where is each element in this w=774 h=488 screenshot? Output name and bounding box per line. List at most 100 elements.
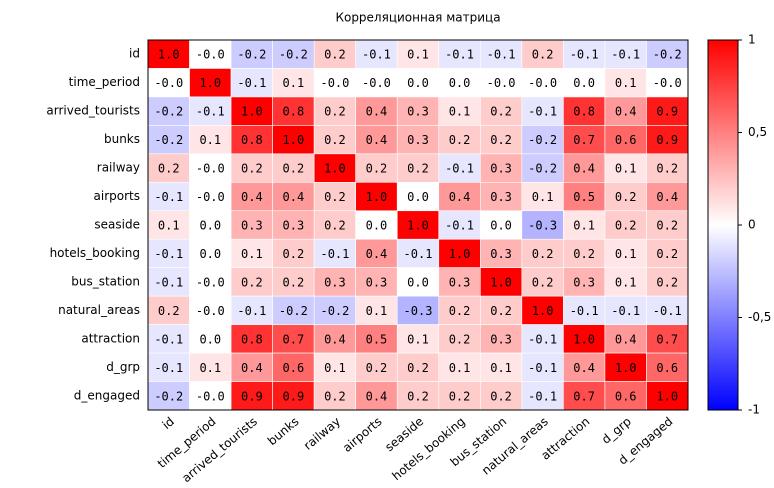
heatmap-cell — [189, 324, 232, 354]
cell-label: 0.0 — [199, 332, 221, 346]
heatmap-cell — [272, 267, 315, 297]
heatmap-cell — [272, 182, 315, 212]
cell-label: 0.1 — [199, 133, 221, 147]
cell-label: 0.2 — [532, 247, 554, 261]
heatmap-cell — [147, 182, 190, 212]
heatmap-cell — [438, 381, 481, 411]
heatmap-cell — [313, 352, 356, 382]
cell-label: 0.2 — [615, 190, 637, 204]
cell-label: -0.1 — [445, 162, 474, 176]
colorbar-tick-label: -0,5 — [748, 310, 771, 324]
heatmap-cell — [438, 68, 481, 98]
cell-label: -0.2 — [653, 48, 682, 62]
cell-label: 0.7 — [283, 332, 305, 346]
cell-label: 0.2 — [490, 304, 512, 318]
cell-label: 0.1 — [532, 190, 554, 204]
heatmap-cell — [355, 238, 398, 268]
heatmap-cell — [480, 182, 523, 212]
chart-title: Корреляционная матрица — [335, 11, 500, 25]
cell-label: 0.4 — [615, 105, 637, 119]
cell-label: 0.2 — [656, 219, 678, 233]
cell-label: 0.4 — [366, 105, 388, 119]
heatmap-cell — [438, 182, 481, 212]
cell-label: -0.1 — [154, 190, 183, 204]
cell-label: 0.4 — [573, 162, 595, 176]
cell-label: 0.2 — [449, 133, 471, 147]
heatmap-cell — [396, 352, 440, 382]
heatmap-cell — [189, 153, 232, 183]
cell-label: 0.7 — [573, 133, 595, 147]
colorbar-tick-label: 0,5 — [748, 125, 767, 139]
cell-label: -0.1 — [154, 247, 183, 261]
cell-label: 0.1 — [407, 332, 429, 346]
cell-label: -0.0 — [196, 48, 225, 62]
cell-label: 0.3 — [407, 105, 429, 119]
cell-label: -0.1 — [528, 105, 557, 119]
cell-label: -0.1 — [154, 361, 183, 375]
cell-label: 0.2 — [241, 275, 263, 289]
heatmap-cell — [480, 210, 523, 240]
cell-label: 0.2 — [366, 162, 388, 176]
y-tick-label: railway — [97, 161, 140, 175]
heatmap-cell — [272, 210, 315, 240]
heatmap-cell — [230, 238, 273, 268]
cell-label: 0.1 — [449, 361, 471, 375]
cell-label: 1.0 — [199, 76, 221, 90]
heatmap-cell — [147, 125, 190, 155]
cell-label: -0.3 — [528, 219, 557, 233]
y-tick-label: bus_station — [71, 274, 140, 288]
heatmap-cell — [189, 295, 232, 325]
heatmap-cell — [604, 153, 647, 183]
cell-label: 0.3 — [573, 275, 595, 289]
cell-label: 0.6 — [615, 133, 637, 147]
heatmap-cell — [604, 182, 647, 212]
heatmap-cell — [521, 96, 564, 126]
cell-label: 0.8 — [241, 133, 263, 147]
heatmap-cell — [563, 182, 606, 212]
heatmap-cell — [646, 324, 689, 354]
y-tick-label: time_period — [69, 75, 140, 89]
heatmap-cell — [396, 182, 440, 212]
cell-label: 0.2 — [490, 389, 512, 403]
heatmap-cell — [355, 267, 398, 297]
cell-label: -0.2 — [154, 389, 183, 403]
cell-label: -0.0 — [487, 76, 516, 90]
cell-label: 0.0 — [573, 76, 595, 90]
heatmap-cell — [189, 96, 232, 126]
cell-label: 0.2 — [283, 275, 305, 289]
cell-label: 0.0 — [449, 76, 471, 90]
cell-label: -0.1 — [237, 304, 266, 318]
heatmap-cell — [604, 267, 647, 297]
y-tick-label: arrived_tourists — [46, 104, 140, 118]
y-tick-label: airports — [94, 189, 140, 203]
cell-label: 0.1 — [449, 105, 471, 119]
heatmap-cell — [646, 352, 689, 382]
heatmap-cell — [272, 153, 315, 183]
heatmap-cell — [189, 352, 232, 382]
heatmap-cell — [230, 210, 273, 240]
heatmap-cell — [147, 324, 190, 354]
cell-label: 0.1 — [615, 247, 637, 261]
cell-label: -0.1 — [196, 105, 225, 119]
heatmap-cell — [272, 352, 315, 382]
heatmap-cell — [396, 238, 440, 268]
x-tick-label: railway — [301, 414, 343, 453]
cell-label: 0.1 — [283, 76, 305, 90]
heatmap-cell — [604, 352, 647, 382]
cell-label: 0.2 — [324, 133, 346, 147]
heatmap-cell — [480, 238, 523, 268]
cell-label: -0.1 — [487, 48, 516, 62]
heatmap-cell — [563, 381, 606, 411]
colorbar-tick-label: 0 — [748, 218, 756, 232]
cell-label: 0.2 — [407, 162, 429, 176]
cell-label: 1.0 — [615, 361, 637, 375]
cell-label: 0.8 — [573, 105, 595, 119]
heatmap-cell — [604, 295, 647, 325]
heatmap-cell — [313, 210, 356, 240]
heatmap-cell — [355, 68, 398, 98]
cell-label: 1.0 — [407, 219, 429, 233]
y-tick-label: natural_areas — [58, 303, 140, 317]
cell-label: -0.0 — [196, 389, 225, 403]
heatmap-cell — [563, 125, 606, 155]
cell-label: -0.2 — [237, 48, 266, 62]
